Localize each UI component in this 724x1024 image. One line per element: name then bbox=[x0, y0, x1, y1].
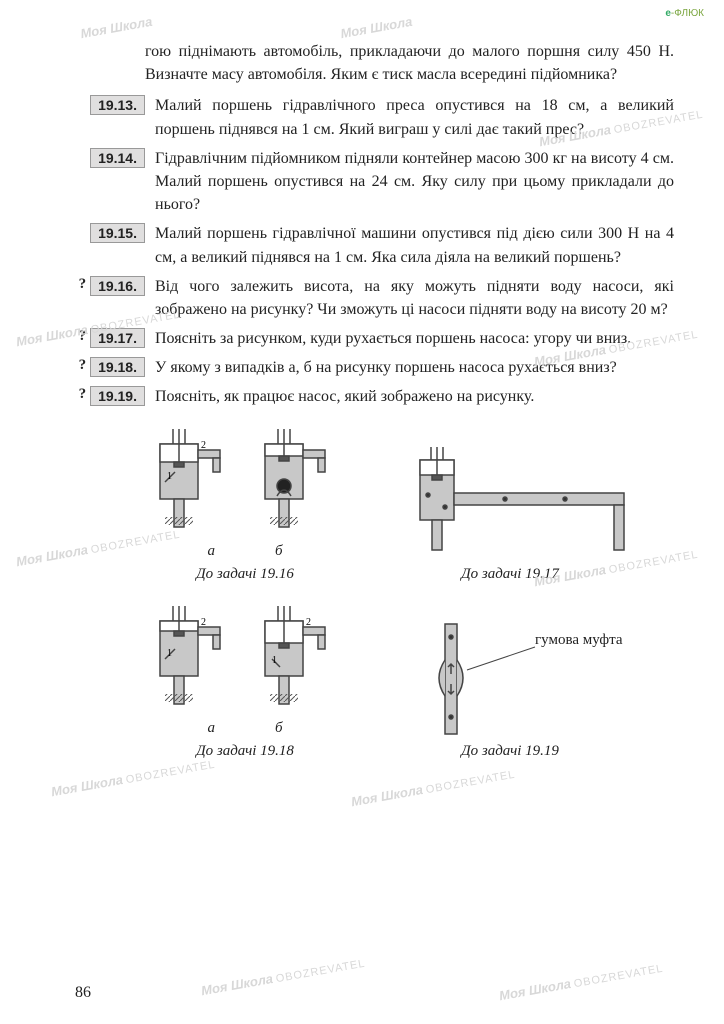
problem-label: 19.18. bbox=[90, 357, 145, 377]
figure-caption: До задачі 19.19 bbox=[461, 743, 559, 760]
svg-text:1: 1 bbox=[167, 471, 172, 482]
question-icon: ? bbox=[79, 357, 87, 374]
watermark-text: Моя Школа bbox=[79, 14, 153, 41]
question-icon: ? bbox=[79, 276, 87, 293]
svg-text:2: 2 bbox=[201, 617, 206, 628]
question-icon: ? bbox=[79, 328, 87, 345]
problem-label: 19.17. bbox=[90, 328, 145, 348]
svg-text:1: 1 bbox=[167, 648, 172, 659]
intro-paragraph: гою піднімають автомобіль, прикладаючи д… bbox=[145, 40, 674, 86]
figure-caption: До задачі 19.18 bbox=[196, 743, 294, 760]
problem-text: У якому з випадків а, б на рисунку порше… bbox=[145, 356, 674, 379]
page-number: 86 bbox=[75, 984, 91, 1002]
problem-label: 19.13. bbox=[90, 95, 145, 115]
problem-label: 19.19. bbox=[90, 386, 145, 406]
problem-text: Від чого залежить висота, на яку можуть … bbox=[145, 275, 674, 321]
svg-text:2: 2 bbox=[201, 440, 206, 451]
rubber-sleeve-label: гумова муфта bbox=[535, 632, 622, 649]
figure-caption: До задачі 19.17 bbox=[461, 566, 559, 583]
problem-text: Гідравлічним підйомником підняли контейн… bbox=[145, 147, 674, 217]
svg-text:2: 2 bbox=[306, 617, 311, 628]
problem-text: Поясніть, як працює насос, який зображен… bbox=[145, 385, 674, 408]
publisher-logo: e-ФЛЮК bbox=[665, 8, 704, 19]
problem-label: 19.16. bbox=[90, 276, 145, 296]
problem-text: Малий поршень гідравлічного преса опусти… bbox=[145, 94, 674, 140]
figure-19-19: гумова муфта До задачі 19.19 bbox=[385, 622, 635, 760]
problem-label: 19.15. bbox=[90, 223, 145, 243]
figure-19-16: 1 2 bbox=[145, 424, 345, 583]
figure-19-17: До задачі 19.17 bbox=[385, 445, 635, 583]
svg-text:1: 1 bbox=[272, 655, 277, 666]
problem-label: 19.14. bbox=[90, 148, 145, 168]
problem-text: Малий поршень гідравлічної машини опусти… bbox=[145, 222, 674, 268]
problem-text: Поясніть за рисунком, куди рухається пор… bbox=[145, 327, 674, 350]
figure-19-18: 1 2 bbox=[145, 601, 345, 760]
question-icon: ? bbox=[79, 386, 87, 403]
figure-caption: До задачі 19.16 bbox=[196, 566, 294, 583]
